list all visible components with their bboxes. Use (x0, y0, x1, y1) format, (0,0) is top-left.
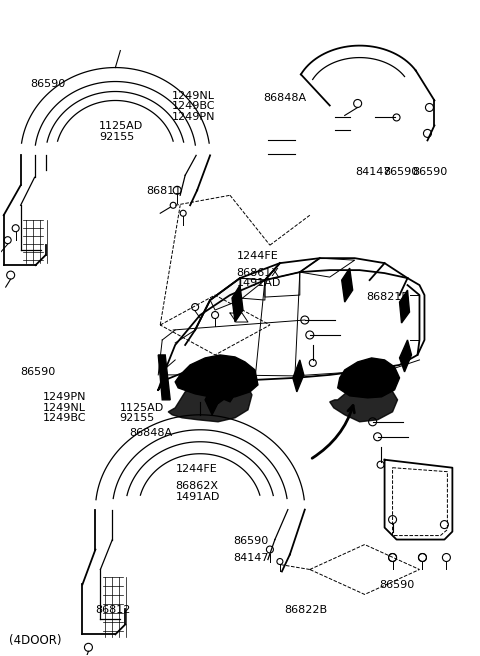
Text: 92155: 92155 (99, 132, 134, 142)
Text: 86821B: 86821B (366, 292, 409, 302)
Polygon shape (158, 355, 170, 400)
Text: 86861X: 86861X (237, 268, 279, 278)
Polygon shape (330, 385, 397, 422)
Polygon shape (399, 290, 409, 323)
Text: 1249BC: 1249BC (43, 413, 86, 423)
Text: 1125AD: 1125AD (99, 121, 143, 131)
Polygon shape (338, 358, 399, 398)
Text: 1491AD: 1491AD (175, 492, 220, 502)
Text: 1244FE: 1244FE (237, 251, 278, 261)
Polygon shape (293, 360, 304, 392)
Text: 1244FE: 1244FE (175, 464, 217, 474)
Text: 86590: 86590 (30, 79, 66, 89)
Text: 1249NL: 1249NL (172, 91, 215, 100)
Text: (4DOOR): (4DOOR) (9, 634, 62, 647)
Text: 1249PN: 1249PN (172, 112, 216, 121)
Polygon shape (175, 355, 258, 398)
Polygon shape (168, 378, 252, 422)
Polygon shape (218, 385, 238, 402)
Text: 86862X: 86862X (175, 482, 218, 491)
Text: 86848A: 86848A (129, 428, 172, 438)
Polygon shape (205, 380, 222, 415)
Text: 84147: 84147 (233, 554, 269, 564)
Text: 86590: 86590 (233, 537, 269, 546)
Text: 86811: 86811 (146, 186, 181, 195)
Text: 1491AD: 1491AD (237, 279, 281, 289)
Polygon shape (232, 285, 243, 322)
Text: 84147: 84147 (355, 167, 390, 177)
Text: 1249NL: 1249NL (43, 403, 86, 413)
Text: 86812: 86812 (96, 605, 131, 615)
Polygon shape (399, 340, 411, 372)
Text: 86590: 86590 (379, 581, 414, 590)
Polygon shape (210, 278, 265, 310)
Text: 1125AD: 1125AD (120, 403, 164, 413)
Text: 86590: 86590 (20, 367, 55, 377)
Text: 92155: 92155 (120, 413, 155, 423)
Text: 1249PN: 1249PN (43, 392, 86, 402)
Text: 86590: 86590 (412, 167, 447, 177)
Text: 86848A: 86848A (263, 92, 306, 102)
Text: 86822B: 86822B (285, 605, 328, 615)
Text: 86590: 86590 (384, 167, 419, 177)
Polygon shape (342, 268, 353, 302)
Text: 1249BC: 1249BC (172, 101, 216, 111)
